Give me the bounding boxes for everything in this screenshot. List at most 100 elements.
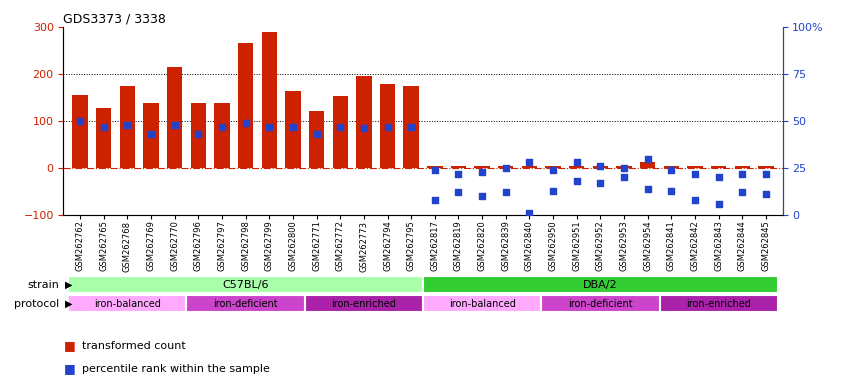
Bar bbox=[261, 31, 277, 168]
Point bbox=[665, 187, 678, 194]
Point bbox=[97, 124, 111, 130]
Point bbox=[239, 120, 252, 126]
Point bbox=[689, 170, 702, 177]
Text: DBA/2: DBA/2 bbox=[583, 280, 618, 290]
Bar bbox=[617, 166, 632, 168]
Text: iron-balanced: iron-balanced bbox=[94, 299, 161, 309]
Bar bbox=[404, 86, 419, 168]
Text: iron-deficient: iron-deficient bbox=[569, 299, 633, 309]
Bar bbox=[498, 166, 514, 168]
Bar bbox=[541, 295, 660, 312]
Text: ■: ■ bbox=[63, 362, 75, 375]
Text: ▶: ▶ bbox=[65, 280, 73, 290]
Point bbox=[570, 178, 584, 184]
Point bbox=[735, 170, 749, 177]
Bar bbox=[96, 108, 112, 168]
Bar bbox=[640, 162, 656, 168]
Point bbox=[641, 156, 655, 162]
Bar bbox=[569, 166, 585, 168]
Bar bbox=[475, 166, 490, 168]
Point bbox=[262, 124, 276, 130]
Point bbox=[215, 124, 228, 130]
Bar bbox=[332, 96, 348, 168]
Point bbox=[523, 210, 536, 216]
Text: protocol: protocol bbox=[14, 299, 59, 309]
Text: strain: strain bbox=[27, 280, 59, 290]
Point bbox=[735, 189, 749, 195]
Point bbox=[404, 124, 418, 130]
Text: C57BL/6: C57BL/6 bbox=[222, 280, 269, 290]
Point bbox=[759, 191, 772, 197]
Text: ■: ■ bbox=[63, 339, 75, 352]
Bar bbox=[214, 103, 229, 168]
Point bbox=[74, 118, 87, 124]
Bar bbox=[119, 86, 135, 168]
Point bbox=[618, 174, 631, 180]
Point bbox=[689, 197, 702, 203]
Bar bbox=[69, 276, 423, 293]
Bar bbox=[734, 166, 750, 168]
Point bbox=[381, 124, 394, 130]
Point bbox=[428, 197, 442, 203]
Point bbox=[641, 185, 655, 192]
Bar bbox=[285, 91, 300, 168]
Bar bbox=[451, 166, 466, 168]
Point bbox=[712, 174, 726, 180]
Bar bbox=[380, 84, 395, 168]
Bar bbox=[238, 43, 253, 168]
Text: transformed count: transformed count bbox=[82, 341, 186, 351]
Point bbox=[475, 193, 489, 199]
Bar bbox=[423, 276, 777, 293]
Point bbox=[310, 131, 323, 137]
Bar bbox=[663, 166, 679, 168]
Bar bbox=[167, 67, 183, 168]
Bar bbox=[356, 76, 371, 168]
Point bbox=[168, 122, 181, 128]
Point bbox=[570, 159, 584, 166]
Point bbox=[120, 122, 134, 128]
Bar bbox=[186, 295, 305, 312]
Point bbox=[712, 201, 726, 207]
Bar bbox=[72, 95, 88, 168]
Bar bbox=[660, 295, 777, 312]
Point bbox=[144, 131, 157, 137]
Bar bbox=[69, 295, 186, 312]
Bar bbox=[758, 166, 774, 168]
Bar bbox=[423, 295, 541, 312]
Text: iron-enriched: iron-enriched bbox=[686, 299, 751, 309]
Text: ▶: ▶ bbox=[65, 299, 73, 309]
Point bbox=[665, 167, 678, 173]
Point bbox=[594, 163, 607, 169]
Bar bbox=[427, 166, 442, 168]
Bar bbox=[143, 103, 159, 168]
Bar bbox=[593, 166, 608, 168]
Point bbox=[618, 165, 631, 171]
Point bbox=[547, 187, 560, 194]
Point bbox=[499, 165, 513, 171]
Bar bbox=[522, 166, 537, 168]
Point bbox=[191, 131, 205, 137]
Bar bbox=[305, 295, 423, 312]
Text: iron-deficient: iron-deficient bbox=[213, 299, 277, 309]
Text: GDS3373 / 3338: GDS3373 / 3338 bbox=[63, 13, 167, 26]
Text: percentile rank within the sample: percentile rank within the sample bbox=[82, 364, 270, 374]
Text: iron-balanced: iron-balanced bbox=[448, 299, 515, 309]
Point bbox=[594, 180, 607, 186]
Point bbox=[333, 124, 347, 130]
Point bbox=[452, 189, 465, 195]
Point bbox=[357, 126, 371, 132]
Bar bbox=[546, 166, 561, 168]
Text: iron-enriched: iron-enriched bbox=[332, 299, 396, 309]
Point bbox=[428, 167, 442, 173]
Point bbox=[759, 170, 772, 177]
Point bbox=[499, 189, 513, 195]
Point bbox=[452, 170, 465, 177]
Bar bbox=[190, 103, 206, 168]
Bar bbox=[687, 166, 703, 168]
Bar bbox=[309, 111, 324, 168]
Point bbox=[475, 169, 489, 175]
Point bbox=[523, 159, 536, 166]
Bar bbox=[711, 166, 727, 168]
Point bbox=[547, 167, 560, 173]
Point bbox=[286, 124, 299, 130]
